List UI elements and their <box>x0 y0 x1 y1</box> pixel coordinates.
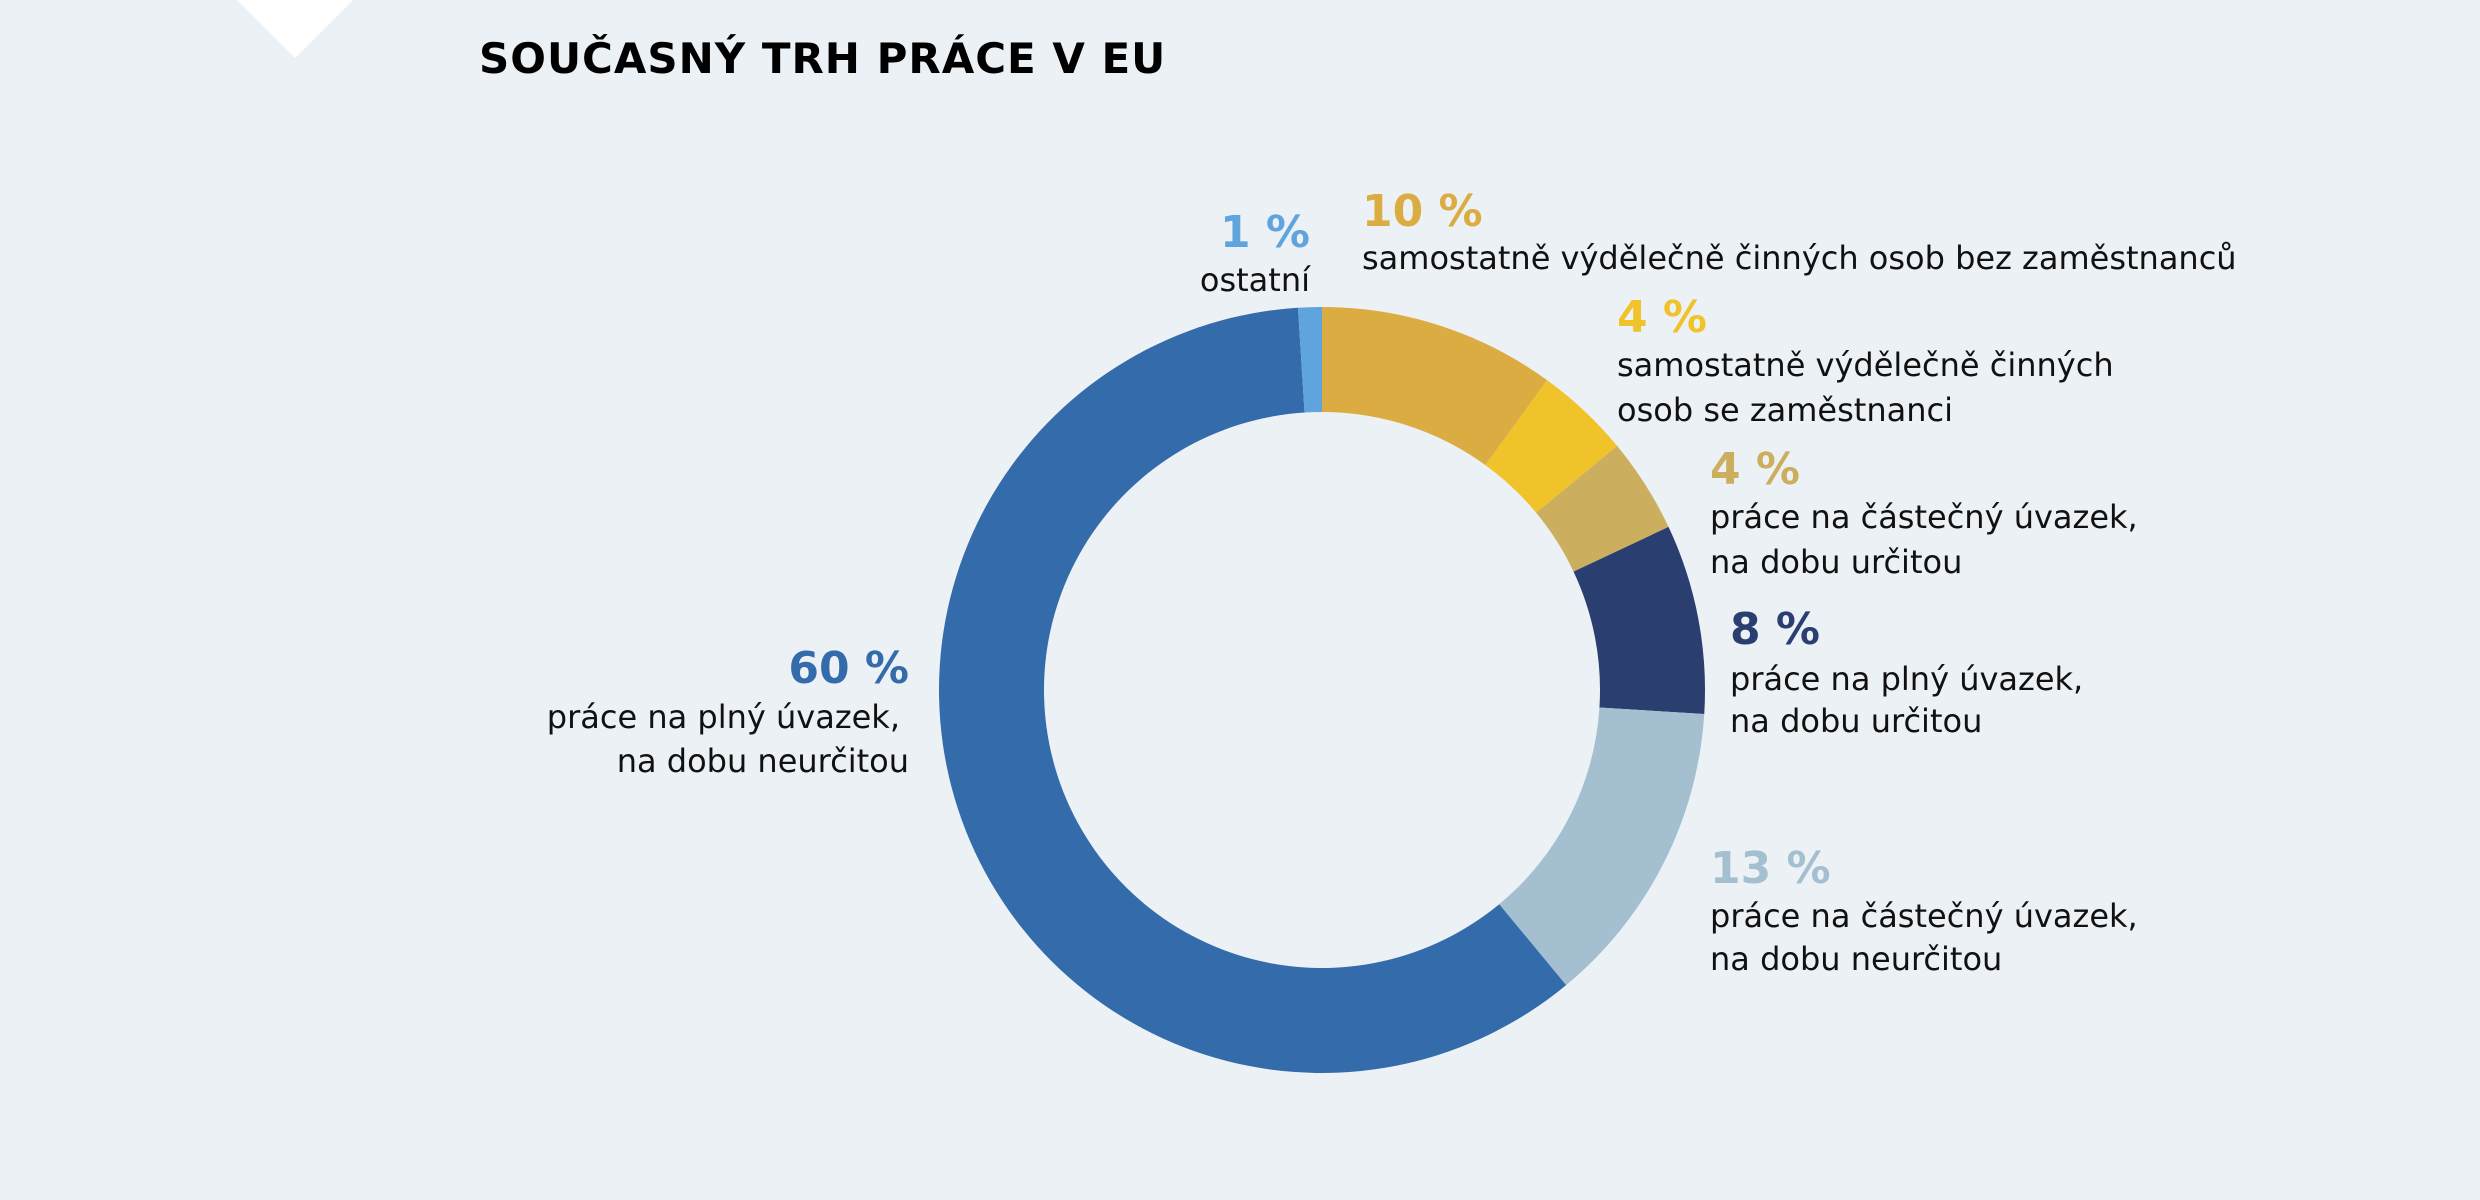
label-slice-1: 4 % samostatně výdělečně činných osob se… <box>1617 292 2114 429</box>
pct-label: 13 % <box>1710 843 1831 894</box>
label-slice-2: 4 % práce na částečný úvazek, na dobu ur… <box>1710 444 2138 581</box>
slice-label: práce na plný úvazek, <box>1730 660 2083 698</box>
donut-slice-6 <box>1297 307 1322 413</box>
corner-triangle-decoration <box>237 0 353 58</box>
slice-label: práce na plný úvazek, <box>547 698 900 736</box>
slice-label: na dobu neurčitou <box>617 742 909 780</box>
label-slice-6: 1 % ostatní <box>1200 207 1311 299</box>
pct-label: 10 % <box>1362 186 1483 237</box>
slice-label: na dobu neurčitou <box>1710 940 2002 978</box>
slice-label: práce na částečný úvazek, <box>1710 897 2138 935</box>
slice-label: osob se zaměstnanci <box>1617 391 1953 429</box>
pct-label: 60 % <box>788 643 909 694</box>
donut-slice-5 <box>939 307 1567 1074</box>
pct-label: 1 % <box>1220 207 1310 258</box>
donut-slice-3 <box>1573 526 1705 715</box>
slice-label: ostatní <box>1200 261 1311 299</box>
donut-slice-1 <box>1485 380 1618 513</box>
donut-slice-2 <box>1536 445 1669 572</box>
slice-label: samostatně výdělečně činných osob bez za… <box>1362 239 2237 277</box>
label-slice-5: 60 % práce na plný úvazek, na dobu neurč… <box>547 643 909 780</box>
slice-label: na dobu určitou <box>1710 543 1962 581</box>
label-slice-3: 8 % práce na plný úvazek, na dobu určito… <box>1730 604 2083 740</box>
slice-label: samostatně výdělečně činných <box>1617 346 2114 384</box>
chart-title: SOUČASNÝ TRH PRÁCE V EU <box>479 33 1166 83</box>
label-slice-4: 13 % práce na částečný úvazek, na dobu n… <box>1710 843 2138 978</box>
donut <box>939 307 1705 1074</box>
pct-label: 8 % <box>1730 604 1820 655</box>
slice-label: práce na částečný úvazek, <box>1710 498 2138 536</box>
donut-slice-4 <box>1499 707 1705 986</box>
donut-slice-0 <box>1322 307 1548 466</box>
pct-label: 4 % <box>1710 444 1800 495</box>
label-slice-0: 10 % samostatně výdělečně činných osob b… <box>1362 186 2237 277</box>
pct-label: 4 % <box>1617 292 1707 343</box>
slice-label: na dobu určitou <box>1730 702 1982 740</box>
